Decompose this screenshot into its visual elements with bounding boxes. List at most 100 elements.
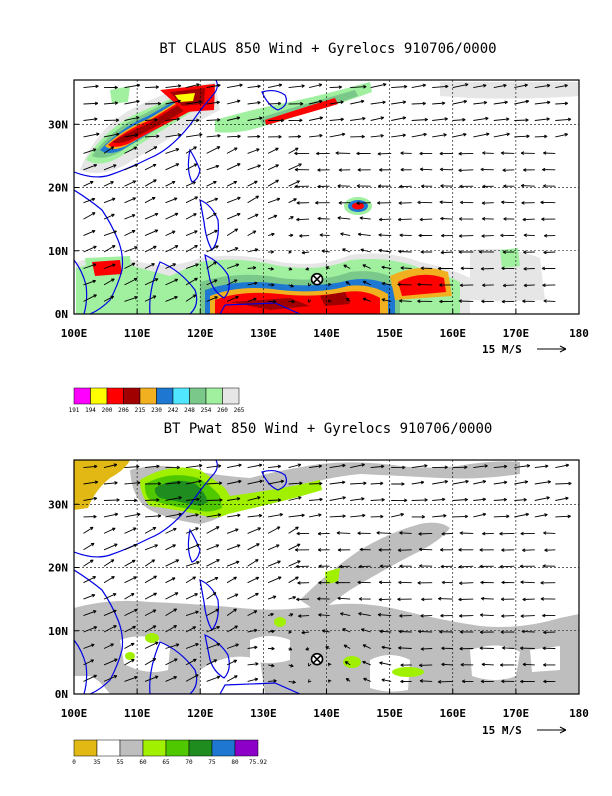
panel-1-title: BT CLAUS 850 Wind + Gyrelocs 910706/0000 [159,41,496,57]
wind-vector [523,168,535,172]
wind-vector [247,134,261,139]
wind-vector [501,679,515,684]
wind-vector [534,464,549,469]
colorbar-label: 200 [102,407,113,414]
wind-vector [226,528,239,534]
wind-vector [419,217,433,222]
wind-vector [206,464,222,469]
wind-vector [247,213,259,220]
wind-vector [124,262,136,269]
colorbar-swatch [106,387,124,405]
wind-vector [268,663,275,668]
wind-vector [206,513,222,518]
wind-vector [370,100,386,105]
wind-vector [499,663,515,667]
wind-vector [317,596,330,601]
wind-vector [458,299,474,303]
wind-vector [83,659,95,666]
wind-vector [247,195,260,204]
wind-vector [522,548,535,553]
colorbar-swatch [188,739,213,757]
wind-vector [514,464,531,469]
wind-vector [83,84,99,89]
wind-vector [452,479,469,485]
wind-vector [534,83,551,89]
wind-vector [418,547,433,552]
wind-vector [370,514,384,519]
wind-vector [391,512,404,518]
wind-vector [227,497,241,501]
wind-vector [350,481,367,486]
wind-vector [226,247,239,253]
wind-vector [267,612,274,617]
wind-vector [103,197,116,204]
wind-vector [370,133,384,138]
wind-vector [418,233,433,238]
wind-vector [185,527,199,534]
wind-vector [377,184,392,188]
wind-vector [493,83,507,89]
wind-vector [294,184,310,189]
wind-vector [124,230,136,237]
wind-vector [399,233,412,237]
wind-vector [247,230,257,236]
wind-vector [482,184,494,189]
wind-vector [437,596,453,601]
wind-vector [439,200,453,204]
wind-vector [83,212,96,220]
wind-vector [480,267,494,271]
gyre-cross [312,654,322,664]
wind-vector [370,464,385,469]
wind-vector [420,647,433,651]
wind-vector [288,216,294,220]
wind-vector [226,116,241,121]
wind-vector [441,662,453,667]
y-tick-label: 20N [48,182,68,195]
wind-vector [439,151,453,156]
colorbar-label: 254 [201,407,212,414]
wind-vector [247,677,259,682]
colorbar-label: 55 [116,759,124,766]
wind-vector [144,544,159,551]
wind-vector [315,151,330,156]
wind-vector [379,661,392,666]
wind-vector [268,512,284,518]
wind-vector [226,608,237,616]
x-tick-label: 140E [313,707,340,720]
wind-vector [83,480,99,485]
wind-vector [309,116,324,121]
wind-vector [493,497,508,502]
wind-vector [345,297,351,302]
wind-vector [124,559,136,567]
wind-vector [329,117,344,122]
wind-vector [397,548,412,553]
wind-vector [103,101,119,105]
wind-vector [165,577,176,584]
wind-vector [268,101,282,106]
panel-1-coastlines [74,80,301,314]
colorbar-label: 0 [72,759,76,766]
wind-vector [247,662,259,666]
wind-vector [103,132,120,138]
wind-vector [356,201,371,206]
panel-1-scale-label: 15 M/S [482,343,522,356]
wind-vector [458,250,474,254]
wind-vector [268,679,277,683]
x-tick-label: 110E [124,327,151,340]
y-tick-label: 0N [55,308,68,321]
wind-vector [124,642,135,649]
wind-vector [103,146,115,154]
wind-vector [499,531,515,536]
wind-vector [144,263,155,269]
wind-vector [144,575,157,584]
x-tick-label: 160E [440,707,467,720]
x-tick-label: 180 [569,707,589,720]
wind-vector [391,100,407,105]
wind-vector [555,101,569,106]
wind-vector [458,565,474,569]
wind-vector [185,196,199,204]
wind-vector [358,612,371,617]
wind-vector [103,658,118,666]
panel-2-scale-label: 15 M/S [482,724,522,737]
